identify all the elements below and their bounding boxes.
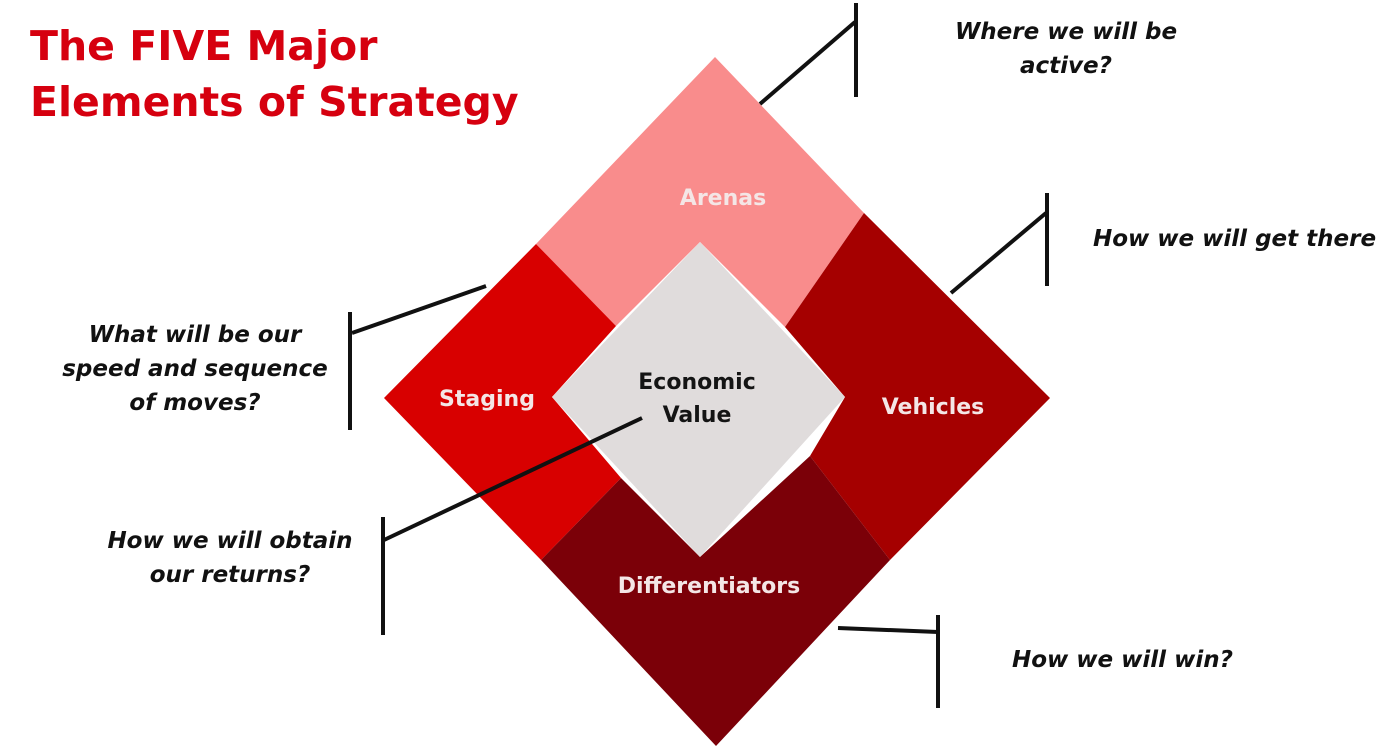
economic-value-question: How we will obtain our returns? xyxy=(95,524,365,592)
differentiators-question: How we will win? xyxy=(1012,643,1272,677)
staging-connector xyxy=(348,284,487,430)
staging-question: What will be our speed and sequence of m… xyxy=(50,318,340,420)
differentiators-segment xyxy=(541,456,890,746)
differentiators-connector xyxy=(837,615,940,708)
arenas-question: Where we will be active? xyxy=(936,15,1196,83)
staging-question-line-2: speed and sequence xyxy=(62,356,328,382)
vehicles-question: How we will get there xyxy=(1093,222,1393,256)
economic-value-question-line-1: How we will obtain xyxy=(107,528,353,554)
arenas-label: Arenas xyxy=(680,186,766,211)
economic-value-connector xyxy=(381,416,643,635)
staging-question-line-1: What will be our xyxy=(88,322,302,348)
economic-value-segment xyxy=(552,242,845,557)
vehicles-label: Vehicles xyxy=(882,395,985,420)
vehicles-segment xyxy=(785,213,1050,560)
economic-value-label-line1: Economic xyxy=(638,370,755,395)
page-title: The FIVE Major Elements of Strategy xyxy=(30,18,519,130)
title-line-1: The FIVE Major xyxy=(30,22,378,70)
economic-value-label-line2: Value xyxy=(663,403,732,428)
arenas-question-line-1: Where we will be xyxy=(954,19,1178,45)
arenas-segment xyxy=(536,57,864,327)
title-line-2: Elements of Strategy xyxy=(30,78,519,126)
vehicles-question-line-1: How we will get there xyxy=(1093,226,1377,252)
staging-question-line-3: of moves? xyxy=(129,390,261,416)
arenas-question-line-2: active? xyxy=(1020,53,1112,79)
staging-segment xyxy=(384,244,621,560)
differentiators-question-line-1: How we will win? xyxy=(1012,647,1233,673)
differentiators-label: Differentiators xyxy=(618,574,800,599)
vehicles-connector xyxy=(949,193,1049,295)
staging-label: Staging xyxy=(439,387,535,412)
arenas-connector xyxy=(758,3,858,106)
economic-value-question-line-2: our returns? xyxy=(149,562,311,588)
